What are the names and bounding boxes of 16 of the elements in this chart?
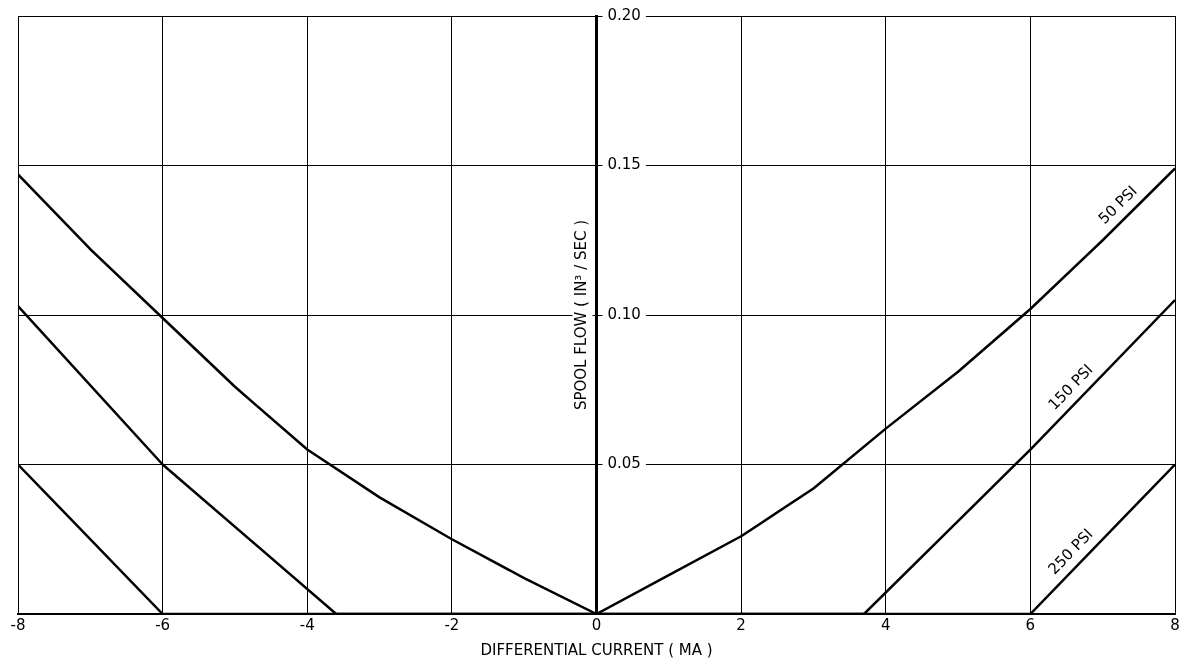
x-tick-label: -4	[299, 615, 315, 634]
y-tick-label: 0.10	[607, 304, 641, 323]
x-tick-label: -6	[155, 615, 171, 634]
x-tick-label: -2	[444, 615, 460, 634]
y-tick-label: 0.05	[607, 454, 641, 473]
y-axis-title: SPOOL FLOW ( IN³ / SEC )	[572, 219, 591, 411]
x-tick-label: 0	[591, 615, 602, 634]
text: 50 PSI	[1094, 181, 1141, 228]
y-tick-label: 0.20	[607, 5, 641, 24]
x-tick-label: 4	[880, 615, 891, 634]
x-tick-label: -8	[10, 615, 26, 634]
x-axis-title: DIFFERENTIAL CURRENT ( MA )	[480, 640, 713, 659]
y-tick-label: 0.15	[607, 155, 641, 174]
x-tick-label: 2	[736, 615, 746, 634]
x-tick-label: 6	[1025, 615, 1036, 634]
x-tick-label: 8	[1170, 615, 1180, 634]
